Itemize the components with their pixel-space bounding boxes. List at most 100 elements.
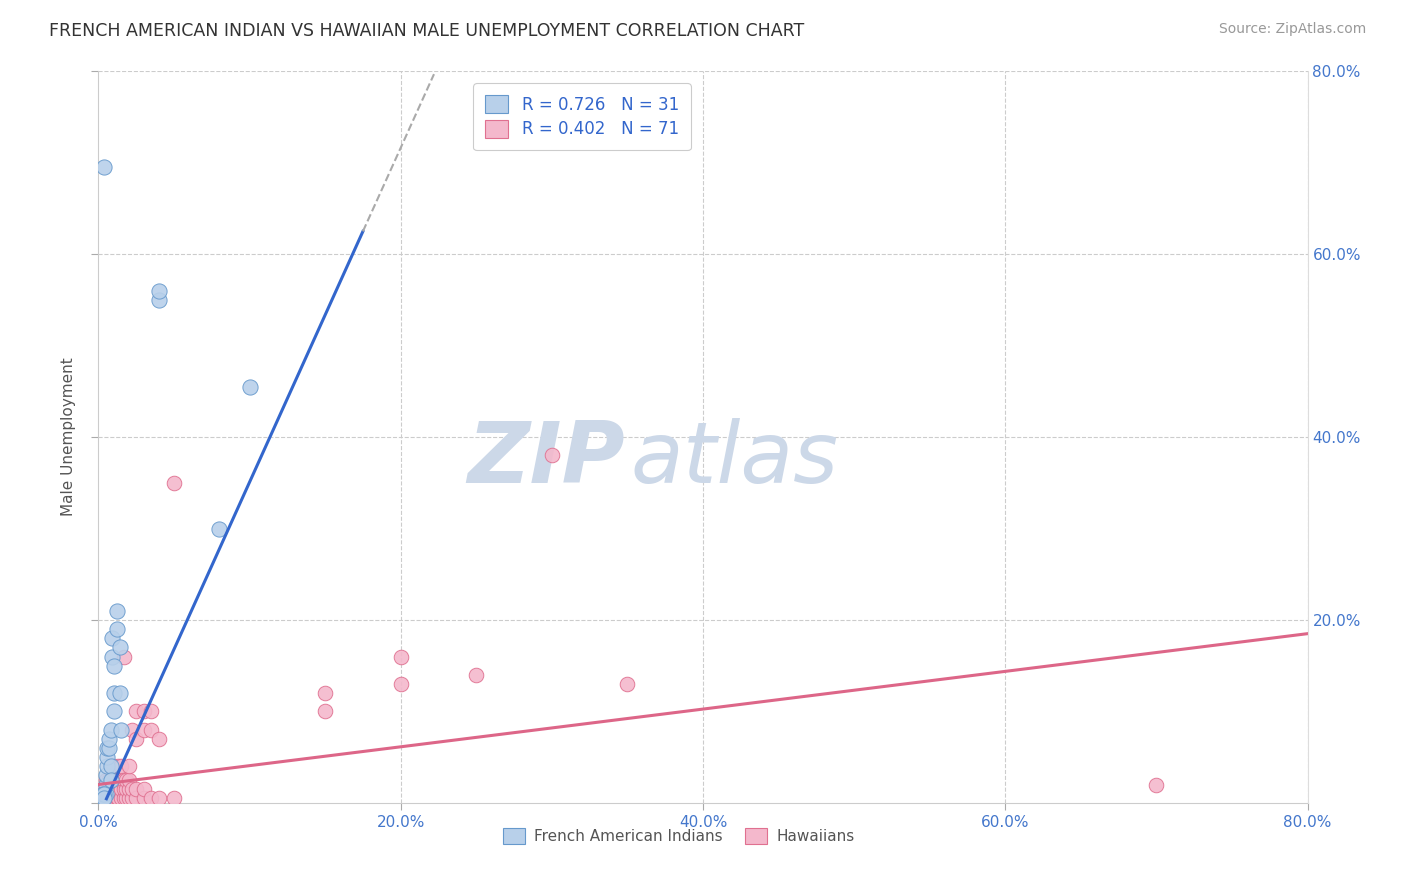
Point (132, 782, 155, 797)
Point (118, 791, 141, 805)
Point (125, 791, 148, 805)
Point (105, 772, 128, 787)
Point (103, 705, 125, 719)
Point (132, 791, 155, 805)
Point (101, 782, 124, 797)
Point (103, 772, 125, 787)
Point (163, 475, 186, 490)
Point (118, 759, 141, 773)
Point (132, 705, 155, 719)
Text: FRENCH AMERICAN INDIAN VS HAWAIIAN MALE UNEMPLOYMENT CORRELATION CHART: FRENCH AMERICAN INDIAN VS HAWAIIAN MALE … (49, 22, 804, 40)
Point (107, 791, 129, 805)
Point (108, 640, 131, 655)
Text: ZIP: ZIP (467, 417, 624, 500)
Point (314, 686, 336, 700)
Point (107, 772, 129, 787)
Point (148, 791, 170, 805)
Point (540, 448, 562, 462)
Text: atlas: atlas (630, 417, 838, 500)
Point (118, 772, 141, 787)
Point (101, 759, 124, 773)
Point (101, 791, 124, 805)
Point (90, 791, 112, 805)
Point (132, 723, 155, 737)
Point (100, 772, 122, 787)
Point (91, 791, 114, 805)
Point (94, 782, 117, 797)
Point (110, 791, 132, 805)
Point (103, 658, 125, 673)
Point (108, 686, 131, 700)
Point (107, 759, 129, 773)
Point (98, 740, 121, 755)
Point (105, 782, 128, 797)
Point (110, 772, 132, 787)
Point (1144, 778, 1167, 792)
Point (389, 649, 412, 664)
Point (101, 632, 124, 646)
Point (110, 759, 132, 773)
Point (91, 787, 114, 801)
Point (96, 740, 118, 755)
Point (96, 750, 118, 764)
Point (208, 521, 231, 535)
Point (98, 731, 121, 746)
Point (118, 782, 141, 797)
Point (103, 791, 125, 805)
Point (141, 705, 163, 719)
Point (93, 782, 115, 797)
Point (148, 284, 170, 298)
Point (148, 293, 170, 307)
Point (110, 723, 132, 737)
Point (112, 772, 135, 787)
Point (100, 782, 122, 797)
Point (121, 723, 143, 737)
Point (100, 759, 122, 773)
Point (114, 772, 136, 787)
Text: Source: ZipAtlas.com: Source: ZipAtlas.com (1219, 22, 1367, 37)
Point (103, 686, 125, 700)
Point (94, 787, 117, 801)
Point (114, 791, 136, 805)
Point (91, 791, 114, 805)
Point (141, 791, 163, 805)
Point (98, 791, 121, 805)
Legend: French American Indians, Hawaiians: French American Indians, Hawaiians (498, 822, 860, 850)
Point (125, 731, 148, 746)
Point (105, 791, 128, 805)
Point (314, 705, 336, 719)
Point (105, 622, 128, 636)
Point (94, 791, 117, 805)
Point (121, 791, 143, 805)
Point (112, 782, 135, 797)
Point (93, 161, 115, 175)
Point (103, 782, 125, 797)
Point (94, 772, 117, 787)
Point (93, 791, 115, 805)
Point (105, 604, 128, 618)
Point (98, 772, 121, 787)
Point (112, 791, 135, 805)
Point (93, 791, 115, 805)
Point (94, 768, 117, 782)
Point (163, 791, 186, 805)
Y-axis label: Male Unemployment: Male Unemployment (60, 358, 76, 516)
Point (125, 705, 148, 719)
Point (96, 759, 118, 773)
Point (101, 649, 124, 664)
Point (101, 772, 124, 787)
Point (93, 787, 115, 801)
Point (239, 380, 262, 394)
Point (114, 782, 136, 797)
Point (100, 772, 122, 787)
Point (389, 677, 412, 691)
Point (100, 791, 122, 805)
Point (110, 782, 132, 797)
Point (112, 649, 135, 664)
Point (100, 723, 122, 737)
Point (125, 782, 148, 797)
Point (96, 782, 118, 797)
Point (148, 731, 170, 746)
Point (103, 759, 125, 773)
Point (121, 782, 143, 797)
